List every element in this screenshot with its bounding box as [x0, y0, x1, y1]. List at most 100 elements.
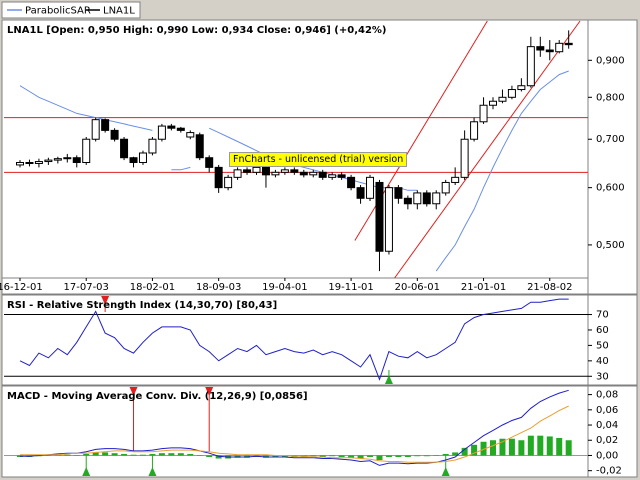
histogram-bar: [423, 455, 430, 457]
buy-signal: [82, 455, 91, 476]
histogram-bar: [414, 455, 421, 457]
histogram-bar: [376, 455, 383, 461]
candle-body: [148, 138, 157, 154]
histogram-bar: [215, 455, 222, 459]
arrow: [441, 467, 450, 476]
candle-body: [375, 181, 384, 252]
candle-body: [25, 162, 34, 165]
candle-body: [451, 176, 460, 183]
candle-body: [290, 169, 299, 173]
panel: [1, 385, 638, 478]
y-tick-label: 0,600: [596, 183, 625, 194]
candle-body: [110, 129, 119, 140]
candle-body: [129, 157, 138, 164]
sell-signal: [205, 387, 214, 452]
histogram-bar: [319, 455, 326, 457]
histogram-bar: [527, 435, 534, 456]
histogram-bar: [158, 453, 165, 456]
y-tick-label: 0,700: [596, 134, 625, 145]
histogram-bar: [149, 453, 156, 456]
panel-title: MACD - Moving Average Conv. Div. (12,26,…: [7, 391, 308, 402]
candle-body: [205, 157, 214, 168]
candle-body: [526, 46, 535, 87]
histogram-bar: [111, 453, 118, 456]
y-tick-label: 0,800: [596, 92, 625, 103]
y-tick-label: 0,06: [596, 405, 618, 416]
candle-body: [337, 174, 346, 178]
sell-signal: [101, 296, 110, 312]
candle-body: [328, 174, 337, 178]
legend-label: ParabolicSAR: [25, 6, 91, 17]
macd-line: [20, 389, 569, 466]
histogram-bar: [83, 453, 90, 456]
sar-line: [19, 70, 569, 272]
histogram-bar: [480, 441, 487, 456]
candle-body: [470, 121, 479, 140]
candle-body: [271, 171, 280, 176]
histogram-bar: [499, 438, 506, 456]
candle-body: [214, 166, 223, 189]
candle-body: [536, 46, 545, 51]
candle-body: [16, 162, 24, 166]
candle-body: [356, 187, 365, 199]
histogram-bar: [395, 455, 402, 457]
candle-body: [498, 96, 507, 102]
trendline: [394, 20, 581, 279]
candle-body: [91, 119, 100, 140]
histogram-bar: [442, 453, 449, 456]
histogram-bar: [471, 444, 478, 456]
candle-body: [366, 176, 375, 199]
histogram-bar: [121, 453, 128, 456]
candle-body: [422, 192, 431, 205]
candle-body: [403, 197, 412, 205]
buy-signal: [384, 370, 393, 384]
rsi-line: [19, 298, 569, 381]
candle-body: [299, 171, 308, 176]
candle-body: [176, 127, 185, 131]
candle-body: [53, 158, 62, 161]
histogram-bar: [565, 440, 572, 456]
histogram-bar: [348, 455, 355, 458]
arrow: [384, 375, 393, 384]
histogram-bar: [177, 453, 184, 456]
candle-body: [261, 166, 270, 176]
histogram-bar: [45, 455, 52, 456]
signal-line: [20, 405, 569, 463]
candle-body: [233, 169, 242, 178]
histogram-bar: [461, 447, 468, 456]
histogram-bar: [281, 455, 288, 457]
candle-body: [413, 192, 422, 205]
histogram-bar: [385, 455, 392, 457]
sell-signal: [129, 387, 138, 452]
histogram-bar: [139, 454, 146, 456]
candle-body: [280, 169, 289, 173]
histogram-bar: [329, 455, 336, 457]
histogram-bar: [102, 452, 109, 456]
candle-body: [120, 138, 129, 159]
candle-body: [63, 157, 72, 160]
candle-body: [347, 176, 356, 189]
candle-body: [507, 89, 516, 98]
candle-body: [517, 85, 526, 91]
candle-body: [555, 42, 564, 53]
candle-body: [101, 119, 110, 131]
y-tick-label: -0,02: [596, 466, 622, 477]
candle-body: [243, 169, 252, 173]
histogram-bar: [310, 455, 317, 457]
histogram-bar: [452, 452, 459, 456]
y-tick-label: 0,02: [596, 435, 618, 446]
candle-body: [186, 132, 195, 138]
arrow: [205, 387, 214, 396]
histogram-bar: [206, 455, 213, 457]
arrow: [101, 296, 110, 305]
histogram-bar: [130, 454, 137, 456]
histogram-bar: [168, 453, 175, 456]
y-tick-label: 30: [596, 371, 609, 382]
candle-body: [309, 171, 318, 176]
buy-signal: [148, 455, 157, 476]
candle-body: [545, 49, 554, 53]
candle-body: [252, 166, 261, 173]
candle-body: [167, 125, 176, 129]
candle-body: [138, 152, 147, 164]
